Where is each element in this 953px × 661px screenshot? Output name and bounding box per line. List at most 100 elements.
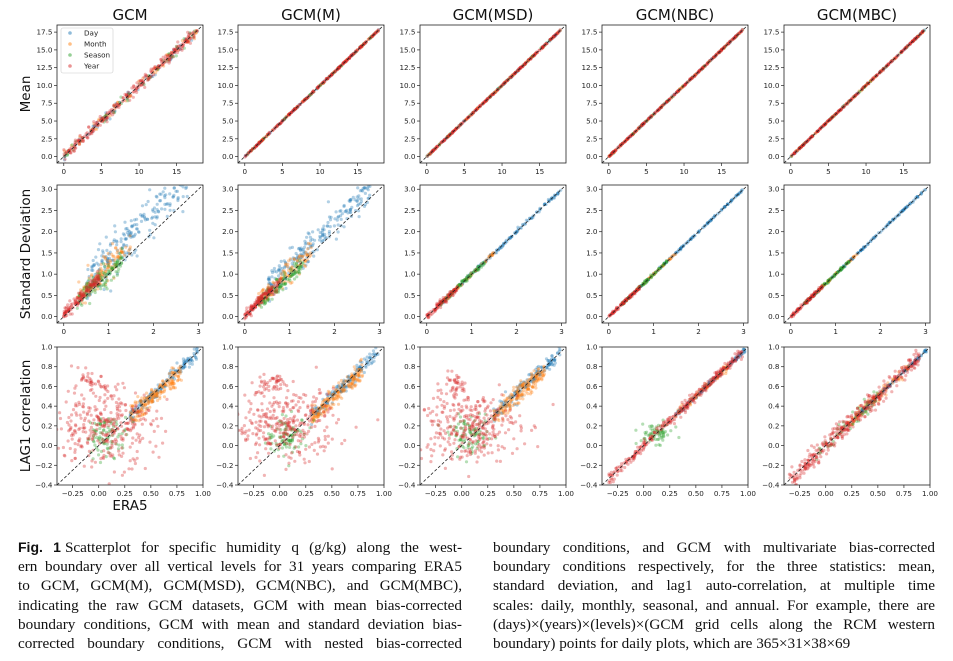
data-point-year <box>81 139 85 143</box>
data-point-day <box>795 149 800 153</box>
data-point-month <box>116 255 120 259</box>
data-point-day <box>807 298 811 302</box>
data-point-day <box>309 244 313 248</box>
data-point-year <box>86 287 90 291</box>
data-point-month <box>94 280 98 284</box>
data-point-day <box>552 195 556 200</box>
data-point-day <box>156 209 160 213</box>
data-point-season <box>260 297 264 301</box>
data-point-year <box>442 298 446 302</box>
data-point-year <box>622 300 627 305</box>
data-point-month <box>159 63 163 67</box>
data-point-day <box>313 238 317 242</box>
data-point-year <box>847 99 851 103</box>
data-point-day <box>182 360 186 364</box>
data-point-year <box>615 306 619 311</box>
data-point-year <box>161 55 165 59</box>
data-point-season <box>119 254 123 258</box>
data-point-day <box>529 216 534 220</box>
data-point-month <box>266 285 271 289</box>
data-point-month <box>89 128 93 132</box>
data-point-day <box>159 192 163 196</box>
data-point-day <box>155 208 159 212</box>
data-point-day <box>151 221 155 225</box>
data-point-day <box>130 407 134 412</box>
data-point-day <box>270 283 274 287</box>
data-point-season <box>81 136 85 140</box>
data-point-day <box>84 282 89 286</box>
data-point-day <box>111 258 115 262</box>
data-point-year <box>81 292 85 296</box>
data-point-year <box>807 298 811 302</box>
data-point-year <box>160 63 165 67</box>
data-point-month <box>119 250 124 254</box>
data-point-month <box>289 266 293 270</box>
data-point-day <box>467 275 471 279</box>
data-point-season <box>840 267 845 271</box>
data-point-season <box>292 268 296 273</box>
data-point-year <box>558 28 562 32</box>
data-point-day <box>347 199 351 203</box>
data-point-day <box>290 245 294 249</box>
data-point-year <box>98 114 102 119</box>
data-point-season <box>187 35 191 39</box>
x-tick-label: 5 <box>280 167 285 176</box>
data-point-day <box>326 224 330 228</box>
data-point-season <box>643 119 647 124</box>
data-point-day <box>151 209 155 213</box>
data-point-year <box>87 287 91 291</box>
data-point-season <box>817 289 821 293</box>
data-point-season <box>85 285 89 289</box>
data-point-day <box>103 264 107 268</box>
data-point-month <box>114 263 118 267</box>
data-point-day <box>843 262 848 266</box>
data-point-season <box>664 259 669 263</box>
axes-frame <box>419 184 567 324</box>
y-tick-label: 5.0 <box>404 117 416 126</box>
data-point-year <box>147 77 151 81</box>
data-point-season <box>118 257 122 261</box>
data-point-season <box>115 259 119 263</box>
data-point-day <box>106 257 110 261</box>
data-point-season <box>98 274 102 278</box>
data-point-day <box>127 233 131 237</box>
data-point-season <box>623 298 627 302</box>
data-point-day <box>95 120 99 124</box>
data-point-year <box>85 289 89 293</box>
data-point-month <box>304 250 308 254</box>
data-point-season <box>91 278 95 282</box>
data-point-year <box>62 311 66 315</box>
data-point-year <box>453 288 458 292</box>
data-point-season <box>182 37 186 41</box>
data-point-day <box>277 280 281 284</box>
data-point-season <box>266 297 270 301</box>
data-point-day <box>153 223 157 227</box>
y-tick-label: 0.5 <box>404 291 415 300</box>
data-point-month <box>154 71 158 75</box>
data-point-year <box>822 123 826 127</box>
data-point-year <box>472 109 476 113</box>
data-point-season <box>91 288 95 292</box>
data-point-month <box>284 262 288 266</box>
data-point-year <box>443 299 447 303</box>
data-point-month <box>77 142 82 146</box>
data-point-season <box>102 284 106 288</box>
identity-line <box>601 184 749 324</box>
data-point-year <box>92 283 96 287</box>
data-point-year <box>455 285 459 289</box>
data-point-day <box>321 232 325 237</box>
data-point-month <box>290 265 294 269</box>
data-point-year <box>186 30 190 34</box>
data-point-month <box>268 293 272 297</box>
data-point-day <box>157 210 161 214</box>
data-point-day <box>294 251 298 256</box>
data-point-year <box>140 80 144 84</box>
data-point-day <box>348 210 352 214</box>
identity-line <box>237 24 385 164</box>
data-point-day <box>302 250 306 254</box>
data-point-day <box>121 232 125 236</box>
data-point-season <box>119 261 123 265</box>
data-point-season <box>277 285 281 289</box>
data-point-month <box>292 257 297 262</box>
data-point-season <box>75 306 79 310</box>
